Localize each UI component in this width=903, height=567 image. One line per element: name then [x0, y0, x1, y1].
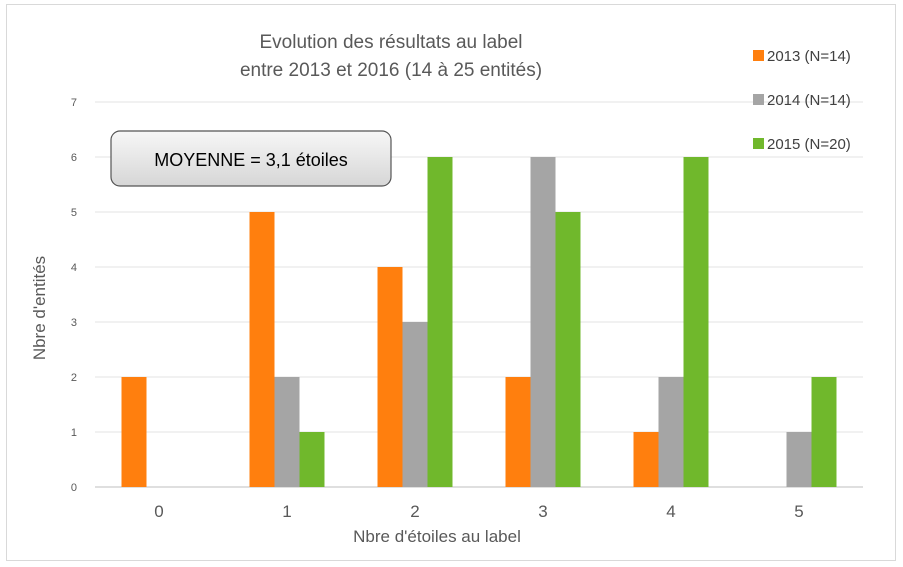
legend-label: 2015 (N=20)	[767, 136, 851, 153]
bar-2013-0	[121, 377, 147, 487]
chart-title-line-2: entre 2013 et 2016 (14 à 25 entités)	[240, 60, 542, 81]
legend-swatch	[753, 94, 764, 105]
bars	[121, 157, 837, 487]
x-tick-label: 5	[794, 502, 803, 521]
bar-2014-4	[658, 377, 684, 487]
y-tick-label: 0	[71, 482, 77, 494]
bar-2014-3	[530, 157, 556, 487]
x-tick-label: 0	[154, 502, 163, 521]
mean-annotation-box: MOYENNE = 3,1 étoiles	[110, 130, 392, 187]
legend-swatch	[753, 138, 764, 149]
legend-label: 2013 (N=14)	[767, 48, 851, 65]
x-tick-label: 1	[282, 502, 291, 521]
bar-2015-2	[427, 157, 453, 487]
y-axis-label: Nbre d'entités	[30, 256, 49, 360]
bar-2014-5	[786, 432, 812, 487]
chart-frame: 0 1 2 3 4 5 6 7 0 1 2 3 4 5 Evolution des résultats …	[6, 4, 896, 561]
x-tick-labels: 0 1 2 3 4 5	[154, 502, 803, 521]
y-tick-label: 4	[71, 262, 77, 274]
y-tick-label: 3	[71, 317, 77, 329]
bar-2013-3	[505, 377, 531, 487]
y-tick-label: 7	[71, 97, 77, 109]
y-tick-label: 1	[71, 427, 77, 439]
legend: 2013 (N=14) 2014 (N=14) 2015 (N=20)	[753, 48, 851, 153]
bar-2014-1	[274, 377, 300, 487]
bar-2015-4	[683, 157, 709, 487]
y-tick-label: 6	[71, 152, 77, 164]
bar-2014-2	[402, 322, 428, 487]
x-tick-label: 3	[538, 502, 547, 521]
legend-label: 2014 (N=14)	[767, 92, 851, 109]
chart-svg: 0 1 2 3 4 5 6 7 0 1 2 3 4 5 Evolution des résultats …	[30, 32, 863, 546]
bar-2013-4	[633, 432, 659, 487]
bar-2015-5	[811, 377, 837, 487]
y-tick-label: 2	[71, 372, 77, 384]
x-tick-label: 2	[410, 502, 419, 521]
bar-2015-1	[299, 432, 325, 487]
chart-title-line-1: Evolution des résultats au label	[260, 32, 523, 53]
bar-2015-3	[555, 212, 581, 487]
bar-2013-2	[377, 267, 403, 487]
legend-swatch	[753, 50, 764, 61]
y-tick-label: 5	[71, 207, 77, 219]
y-tick-labels: 0 1 2 3 4 5 6 7	[71, 97, 77, 494]
x-axis-label: Nbre d'étoiles au label	[353, 527, 521, 546]
bar-2013-1	[249, 212, 275, 487]
x-tick-label: 4	[666, 502, 675, 521]
mean-annotation-text: MOYENNE = 3,1 étoiles	[154, 150, 348, 170]
